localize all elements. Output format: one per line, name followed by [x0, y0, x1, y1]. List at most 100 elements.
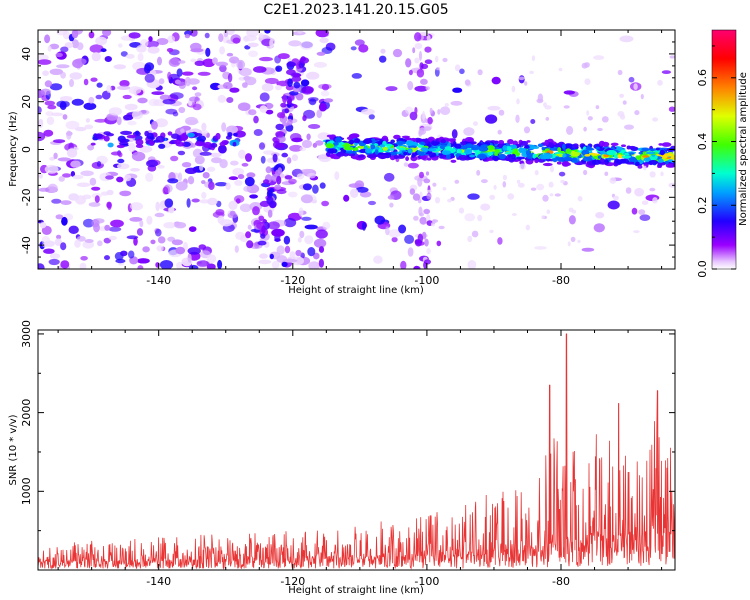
band-blob: [203, 141, 212, 149]
noise-blob: [107, 202, 112, 210]
snr-x-ticks: -140 -120 -100 -80: [57, 330, 663, 588]
noise-blob: [597, 127, 603, 132]
band-blob: [571, 157, 578, 163]
noise-blob: [187, 247, 201, 255]
noise-blob: [414, 85, 429, 92]
band-blob: [385, 143, 393, 147]
band-blob: [661, 142, 672, 147]
noise-blob: [176, 261, 184, 269]
band-blob: [562, 161, 570, 167]
noise-blob: [80, 255, 88, 261]
noise-blob: [291, 154, 298, 162]
noise-blob: [44, 100, 55, 106]
noise-blob: [157, 165, 165, 169]
streak-blob: [418, 130, 423, 137]
noise-blob: [546, 209, 551, 214]
noise-blob: [489, 229, 494, 234]
noise-blob: [133, 237, 138, 246]
noise-blob: [142, 246, 150, 253]
colorbar-label: Normalized spectral amplitude: [738, 72, 749, 226]
colorbar-tick-label: 0.4: [696, 133, 709, 151]
noise-blob: [191, 198, 200, 203]
noise-blob: [319, 182, 326, 189]
noise-blob: [389, 202, 394, 208]
noise-blob: [633, 83, 638, 90]
noise-blob: [252, 206, 260, 216]
noise-blob: [471, 230, 479, 238]
noise-blob: [83, 218, 95, 228]
band-blob: [346, 136, 355, 141]
noise-blob: [162, 99, 176, 105]
streak-blob: [413, 215, 419, 221]
noise-blob: [243, 185, 252, 192]
band-blob: [174, 139, 181, 145]
noise-blob: [157, 236, 166, 244]
streak-blob: [286, 69, 296, 76]
noise-blob: [175, 246, 186, 255]
noise-blob: [197, 71, 211, 76]
noise-blob: [72, 174, 84, 180]
band-blob: [659, 149, 665, 156]
noise-blob: [118, 43, 123, 48]
noise-blob: [184, 33, 190, 39]
streak-blob: [414, 43, 423, 50]
noise-blob: [83, 78, 89, 86]
noise-blob: [38, 118, 44, 128]
noise-blob: [69, 79, 74, 87]
noise-blob: [88, 96, 95, 104]
noise-blob: [62, 114, 68, 120]
band-blob: [518, 147, 527, 152]
noise-blob: [391, 237, 398, 243]
noise-blob: [228, 56, 240, 64]
band-blob: [194, 141, 205, 147]
noise-blob: [425, 86, 430, 90]
noise-blob: [359, 191, 372, 198]
band-blob: [330, 153, 335, 159]
noise-blob: [242, 82, 248, 88]
streak-blob: [426, 192, 432, 200]
streak-blob: [287, 78, 293, 88]
noise-blob: [155, 201, 160, 212]
band-blob: [182, 141, 191, 147]
streak-blob: [423, 126, 432, 131]
noise-blob: [560, 179, 565, 184]
noise-blob: [96, 161, 102, 167]
noise-blob: [48, 258, 60, 266]
noise-blob: [595, 212, 605, 219]
noise-blob: [205, 132, 210, 138]
band-blob: [460, 141, 467, 146]
noise-blob: [155, 228, 162, 237]
streak-blob: [412, 193, 421, 201]
noise-blob: [313, 238, 327, 248]
noise-blob: [398, 224, 407, 234]
noise-blob: [295, 93, 304, 101]
noise-blob: [49, 156, 56, 161]
noise-blob: [281, 261, 288, 267]
streak-blob: [407, 81, 414, 91]
noise-blob: [212, 57, 218, 65]
streak-blob: [420, 78, 428, 85]
noise-blob: [566, 125, 574, 135]
noise-blob: [271, 261, 280, 269]
noise-blob: [41, 225, 52, 235]
noise-blob: [234, 179, 243, 186]
noise-blob: [206, 263, 216, 269]
noise-blob: [316, 109, 323, 119]
streak-blob: [266, 189, 273, 199]
band-blob: [441, 150, 452, 155]
noise-blob: [593, 55, 605, 60]
noise-blob: [147, 46, 160, 54]
noise-blob: [190, 42, 202, 51]
band-blob: [614, 158, 620, 163]
noise-blob: [38, 173, 43, 179]
noise-blob: [148, 36, 153, 42]
noise-blob: [61, 216, 68, 226]
noise-blob: [151, 91, 165, 95]
band-blob: [210, 142, 218, 148]
noise-blob: [227, 212, 238, 219]
noise-blob: [71, 30, 79, 39]
noise-blob: [432, 219, 436, 225]
noise-blob: [39, 222, 47, 229]
band-blob: [586, 145, 591, 151]
